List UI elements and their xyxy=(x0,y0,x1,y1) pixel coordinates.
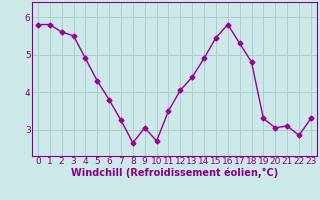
X-axis label: Windchill (Refroidissement éolien,°C): Windchill (Refroidissement éolien,°C) xyxy=(71,168,278,178)
